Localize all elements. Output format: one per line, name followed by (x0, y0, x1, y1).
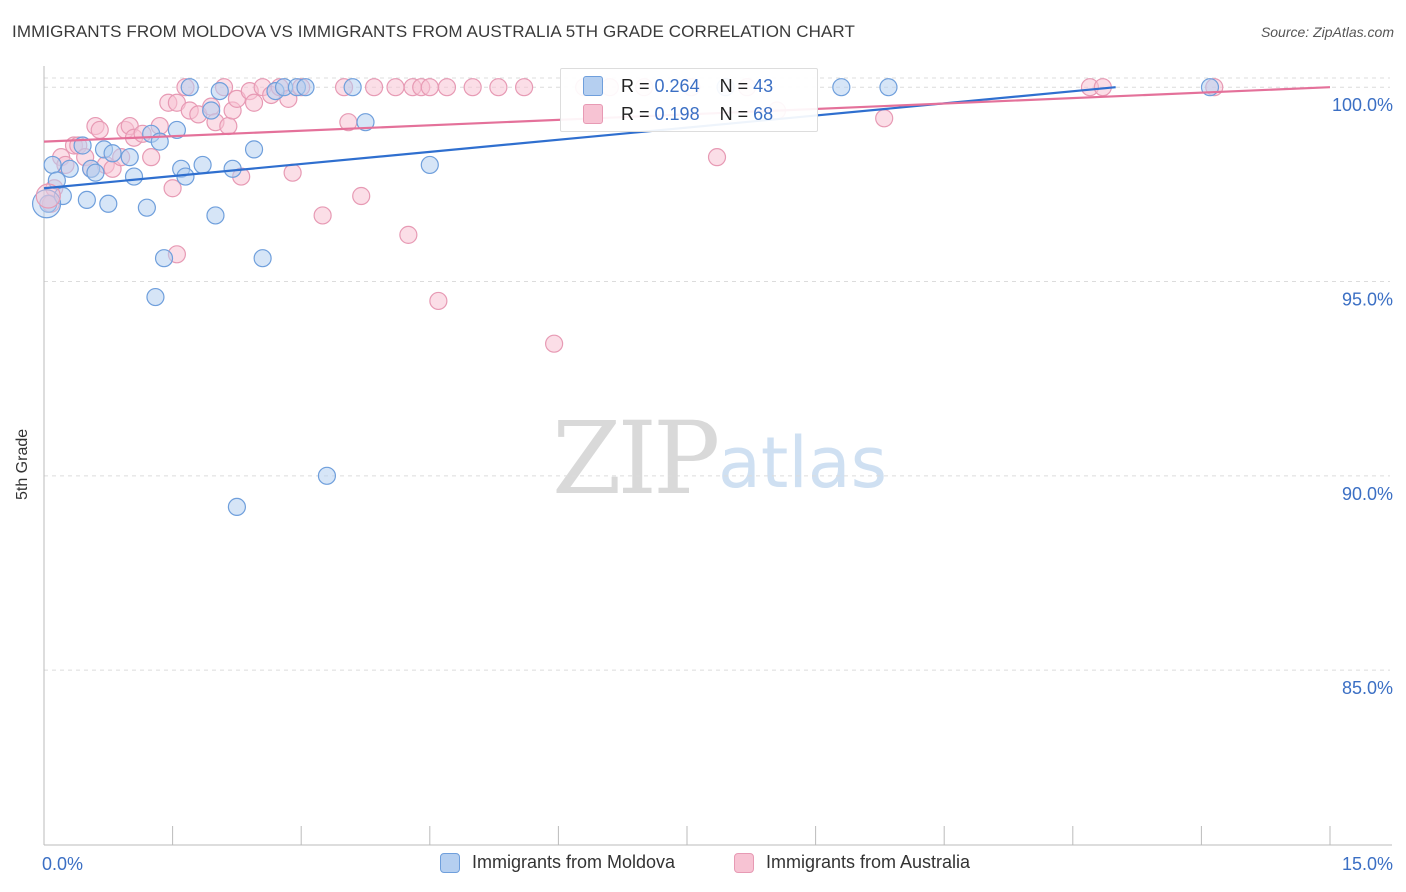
point-moldova (43, 155, 62, 175)
stats-row-moldova: R = 0.264 N = 43 (583, 73, 774, 99)
chart-legend: Immigrants from Moldova Immigrants from … (0, 850, 1406, 880)
point-moldova (244, 140, 264, 159)
stats-legend: R = 0.264 N = 43 R = 0.198 N = 68 (560, 68, 818, 132)
point-australia (352, 186, 371, 206)
stats-n-value: 43 (753, 75, 774, 96)
point-moldova (60, 159, 79, 178)
point-australia (437, 78, 457, 97)
point-moldova (317, 466, 337, 485)
point-moldova (356, 113, 375, 132)
point-australia (875, 109, 894, 128)
point-australia (463, 78, 482, 97)
point-australia (420, 78, 439, 97)
point-moldova (227, 497, 246, 517)
point-australia (283, 163, 302, 182)
y-tick-label: 90.0% (1342, 484, 1393, 504)
point-moldova (210, 81, 229, 101)
point-australia (545, 334, 564, 353)
x-tick-label: 0.0% (42, 854, 83, 874)
point-moldova (296, 78, 315, 97)
y-tick-label: 95.0% (1342, 290, 1393, 310)
stats-row-australia: R = 0.198 N = 68 (583, 101, 774, 127)
watermark-atlas: atlas (718, 422, 888, 504)
point-australia (90, 120, 109, 140)
point-australia (35, 183, 61, 209)
x-tick-label: 15.0% (1342, 854, 1393, 874)
point-moldova (31, 189, 62, 219)
stats-swatch-australia (583, 104, 603, 124)
point-moldova (103, 144, 122, 163)
point-moldova (176, 167, 195, 186)
point-moldova (420, 155, 439, 175)
legend-label-australia: Immigrants from Australia (766, 852, 971, 872)
point-moldova (879, 78, 898, 97)
legend-swatch-moldova (440, 852, 460, 873)
legend-item-australia[interactable]: Immigrants from Australia (734, 852, 970, 873)
point-moldova (180, 78, 199, 97)
point-australia (219, 116, 238, 136)
stats-swatch-moldova (583, 76, 603, 96)
point-moldova (167, 120, 186, 140)
y-tick-label: 85.0% (1342, 678, 1393, 698)
point-australia (429, 291, 448, 311)
point-moldova (146, 287, 165, 307)
legend-item-moldova[interactable]: Immigrants from Moldova (440, 852, 675, 873)
point-moldova (120, 148, 139, 167)
point-australia (244, 93, 264, 112)
point-moldova (193, 155, 212, 175)
point-moldova (77, 190, 96, 210)
legend-swatch-australia (734, 852, 754, 873)
point-moldova (343, 78, 362, 97)
watermark-zip: ZIP (552, 400, 720, 517)
chart-title: IMMIGRANTS FROM MOLDOVA VS IMMIGRANTS FR… (12, 22, 855, 41)
point-australia (142, 148, 161, 167)
source-credit: Source: ZipAtlas.com (1260, 24, 1394, 40)
point-moldova (137, 198, 156, 217)
stats-n-value: 68 (753, 103, 774, 124)
y-tick-label: 100.0% (1332, 95, 1393, 115)
stats-r-value: 0.198 (654, 103, 700, 124)
point-moldova (99, 194, 118, 213)
point-australia (707, 148, 727, 167)
point-moldova (124, 167, 144, 186)
point-australia (489, 78, 508, 97)
point-australia (163, 179, 182, 198)
point-moldova (154, 249, 174, 268)
point-moldova (253, 249, 272, 268)
stats-r-value: 0.264 (654, 75, 700, 96)
point-australia (313, 206, 332, 225)
stats-n-label: N = (719, 75, 749, 96)
point-australia (399, 225, 418, 244)
legend-label-moldova: Immigrants from Moldova (472, 852, 676, 872)
point-moldova (832, 78, 851, 97)
point-moldova (202, 101, 221, 120)
stats-r-label: R = (621, 103, 650, 124)
y-axis-title: 5th Grade (14, 428, 31, 500)
stats-r-label: R = (621, 75, 650, 96)
stats-n-label: N = (719, 103, 749, 124)
point-moldova (206, 206, 225, 225)
point-australia (515, 78, 534, 97)
point-moldova (86, 163, 105, 182)
point-australia (364, 78, 384, 97)
point-australia (386, 78, 405, 97)
